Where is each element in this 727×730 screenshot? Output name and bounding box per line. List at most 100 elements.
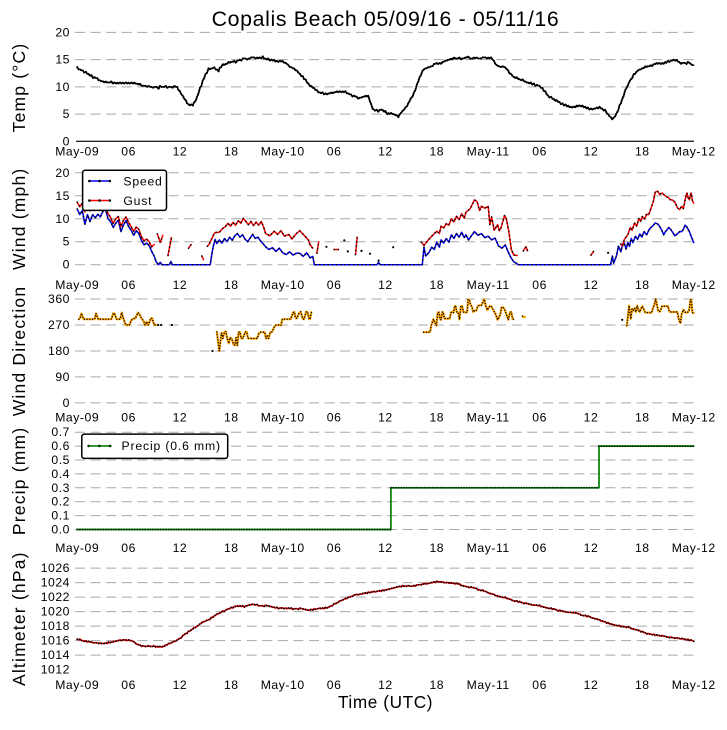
svg-text:Precip (0.6 mm): Precip (0.6 mm) — [122, 439, 221, 453]
svg-text:18: 18 — [224, 278, 239, 292]
svg-text:06: 06 — [121, 410, 136, 424]
svg-text:12: 12 — [584, 145, 599, 159]
svg-text:May-11: May-11 — [467, 541, 510, 555]
svg-text:0.3: 0.3 — [51, 481, 70, 495]
svg-text:Copalis Beach 05/09/16 - 05/11: Copalis Beach 05/09/16 - 05/11/16 — [212, 7, 560, 31]
svg-text:May-09: May-09 — [55, 410, 99, 424]
svg-text:06: 06 — [532, 541, 547, 555]
svg-text:06: 06 — [532, 678, 547, 692]
svg-text:May-09: May-09 — [55, 541, 99, 555]
svg-text:0.2: 0.2 — [51, 495, 70, 509]
svg-text:1020: 1020 — [41, 605, 70, 619]
svg-text:May-10: May-10 — [261, 678, 305, 692]
svg-text:Speed: Speed — [123, 175, 162, 189]
svg-text:0.7: 0.7 — [51, 425, 70, 439]
svg-text:May-12: May-12 — [672, 678, 716, 692]
svg-text:1018: 1018 — [41, 619, 70, 633]
svg-text:18: 18 — [635, 678, 650, 692]
svg-text:10: 10 — [55, 80, 70, 94]
svg-text:0.5: 0.5 — [51, 453, 70, 467]
svg-text:20: 20 — [55, 25, 70, 39]
svg-text:18: 18 — [429, 278, 444, 292]
svg-text:5: 5 — [63, 235, 70, 249]
svg-text:1016: 1016 — [41, 634, 70, 648]
svg-text:Temp (°C): Temp (°C) — [9, 43, 29, 133]
svg-text:May-10: May-10 — [261, 145, 305, 159]
svg-text:12: 12 — [173, 678, 188, 692]
svg-text:12: 12 — [173, 541, 188, 555]
svg-text:20: 20 — [55, 166, 70, 180]
svg-text:06: 06 — [121, 541, 136, 555]
svg-text:06: 06 — [327, 145, 342, 159]
svg-text:May-11: May-11 — [467, 278, 510, 292]
svg-text:270: 270 — [48, 318, 70, 332]
svg-text:18: 18 — [635, 145, 650, 159]
svg-text:0.0: 0.0 — [51, 523, 70, 537]
svg-text:12: 12 — [584, 678, 599, 692]
svg-text:06: 06 — [327, 410, 342, 424]
svg-text:15: 15 — [55, 189, 70, 203]
svg-text:May-10: May-10 — [261, 278, 305, 292]
svg-text:360: 360 — [48, 292, 70, 306]
svg-text:0.6: 0.6 — [51, 439, 70, 453]
svg-text:12: 12 — [378, 541, 393, 555]
svg-text:12: 12 — [173, 410, 188, 424]
svg-text:Time (UTC): Time (UTC) — [338, 692, 433, 712]
svg-text:0.4: 0.4 — [51, 467, 70, 481]
svg-text:06: 06 — [532, 145, 547, 159]
svg-text:18: 18 — [429, 678, 444, 692]
svg-text:Gust: Gust — [123, 194, 152, 208]
svg-text:5: 5 — [63, 107, 70, 121]
svg-text:0: 0 — [63, 396, 70, 410]
svg-text:May-10: May-10 — [261, 410, 305, 424]
svg-text:10: 10 — [55, 212, 70, 226]
svg-text:15: 15 — [55, 53, 70, 67]
svg-text:12: 12 — [584, 541, 599, 555]
svg-text:12: 12 — [584, 410, 599, 424]
svg-text:12: 12 — [173, 145, 188, 159]
svg-text:May-11: May-11 — [467, 678, 510, 692]
svg-text:May-12: May-12 — [672, 145, 716, 159]
svg-text:May-11: May-11 — [467, 145, 510, 159]
svg-text:06: 06 — [532, 410, 547, 424]
svg-text:May-09: May-09 — [55, 145, 99, 159]
svg-text:18: 18 — [429, 541, 444, 555]
svg-text:180: 180 — [48, 344, 70, 358]
svg-text:90: 90 — [55, 370, 70, 384]
svg-text:0.1: 0.1 — [51, 509, 70, 523]
svg-text:06: 06 — [121, 678, 136, 692]
svg-text:06: 06 — [327, 678, 342, 692]
svg-text:12: 12 — [378, 145, 393, 159]
svg-text:18: 18 — [635, 410, 650, 424]
svg-text:12: 12 — [378, 410, 393, 424]
svg-text:May-12: May-12 — [672, 278, 716, 292]
svg-text:18: 18 — [224, 541, 239, 555]
svg-text:May-09: May-09 — [55, 278, 99, 292]
svg-text:18: 18 — [224, 145, 239, 159]
svg-text:12: 12 — [173, 278, 188, 292]
svg-text:18: 18 — [224, 410, 239, 424]
svg-text:1026: 1026 — [41, 561, 70, 575]
svg-text:0: 0 — [63, 134, 70, 148]
svg-text:1024: 1024 — [41, 576, 70, 590]
svg-text:12: 12 — [584, 278, 599, 292]
svg-text:May-09: May-09 — [55, 678, 99, 692]
svg-text:18: 18 — [635, 278, 650, 292]
svg-text:Wind (mph): Wind (mph) — [9, 168, 29, 270]
svg-text:06: 06 — [121, 145, 136, 159]
svg-text:Precip (mm): Precip (mm) — [9, 427, 29, 535]
svg-text:18: 18 — [429, 410, 444, 424]
svg-text:May-10: May-10 — [261, 541, 305, 555]
svg-text:18: 18 — [429, 145, 444, 159]
svg-text:Wind Direction: Wind Direction — [9, 286, 29, 417]
svg-text:06: 06 — [121, 278, 136, 292]
svg-text:12: 12 — [378, 278, 393, 292]
svg-text:0: 0 — [63, 258, 70, 272]
svg-text:1012: 1012 — [41, 663, 70, 677]
svg-text:06: 06 — [532, 278, 547, 292]
svg-text:06: 06 — [327, 278, 342, 292]
svg-text:18: 18 — [635, 541, 650, 555]
svg-text:06: 06 — [327, 541, 342, 555]
svg-text:1022: 1022 — [41, 590, 70, 604]
svg-text:1014: 1014 — [41, 648, 70, 662]
